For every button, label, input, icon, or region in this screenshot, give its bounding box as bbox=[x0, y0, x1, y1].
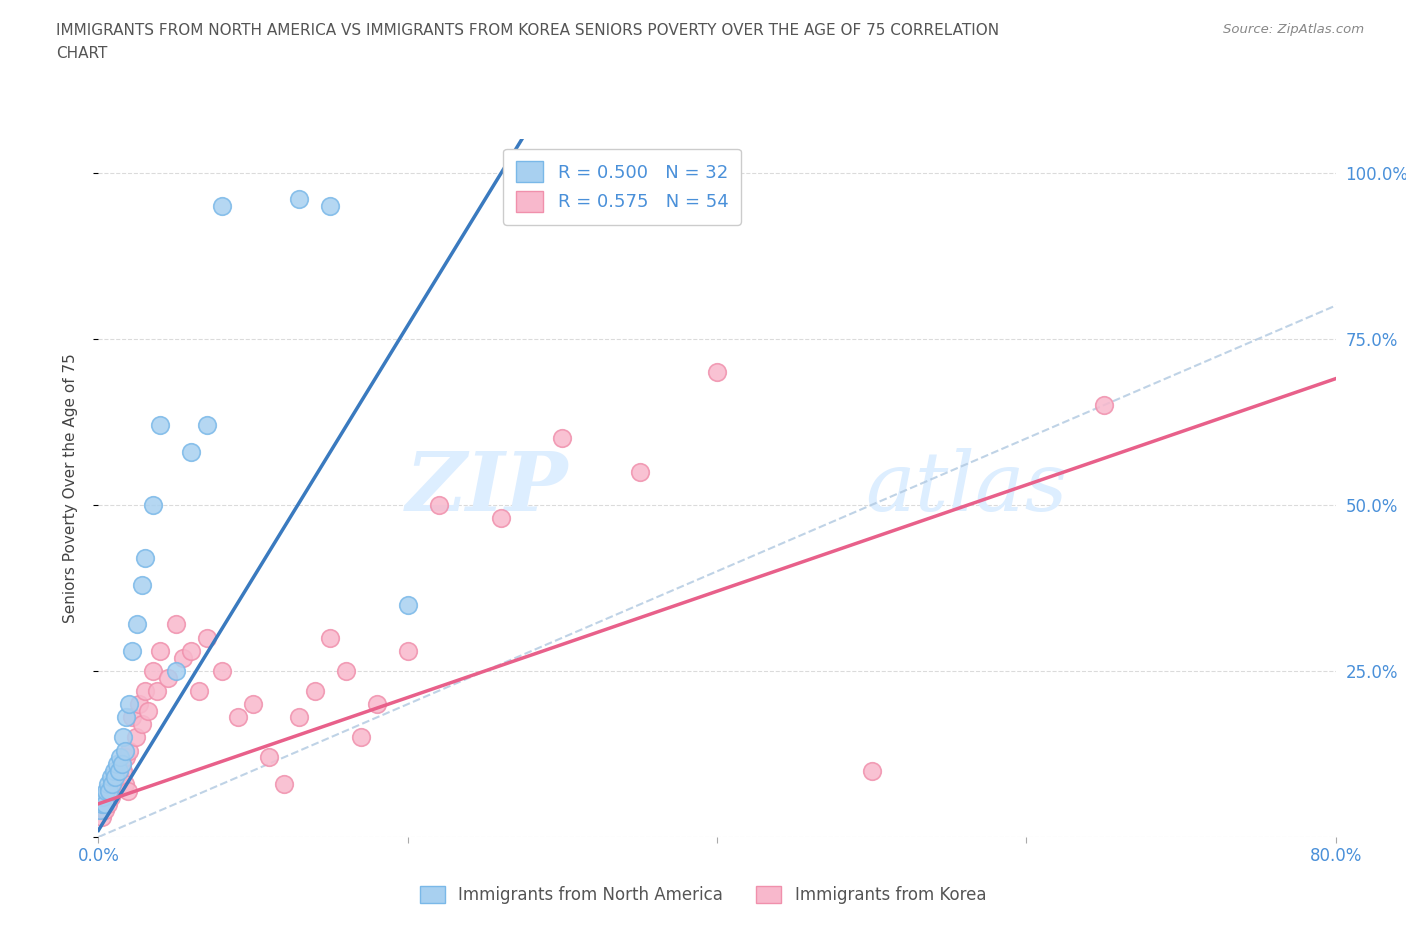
Text: atlas: atlas bbox=[866, 448, 1069, 528]
Point bbox=[98, 783, 121, 798]
Point bbox=[146, 684, 169, 698]
Point bbox=[350, 730, 373, 745]
Point bbox=[149, 418, 172, 432]
Legend: Immigrants from North America, Immigrants from Korea: Immigrants from North America, Immigrant… bbox=[412, 878, 994, 912]
Point bbox=[173, 650, 195, 665]
Point bbox=[157, 671, 180, 685]
Point bbox=[117, 783, 139, 798]
Point bbox=[551, 431, 574, 445]
Point bbox=[188, 684, 211, 698]
Point bbox=[118, 697, 141, 711]
Point bbox=[195, 631, 218, 645]
Point bbox=[273, 777, 295, 791]
Point bbox=[860, 764, 883, 778]
Legend: R = 0.500   N = 32, R = 0.575   N = 54: R = 0.500 N = 32, R = 0.575 N = 54 bbox=[503, 149, 741, 224]
Point bbox=[149, 644, 172, 658]
Point bbox=[211, 198, 233, 213]
Point bbox=[112, 764, 135, 778]
Point bbox=[108, 770, 131, 785]
Point bbox=[111, 756, 134, 771]
Point bbox=[105, 777, 128, 791]
Point bbox=[121, 644, 143, 658]
Point bbox=[107, 764, 129, 778]
Point bbox=[96, 790, 118, 804]
Point bbox=[91, 790, 114, 804]
Point bbox=[114, 743, 136, 758]
Point bbox=[226, 710, 249, 724]
Point bbox=[114, 777, 136, 791]
Point bbox=[136, 703, 159, 718]
Point bbox=[100, 770, 122, 785]
Point bbox=[90, 810, 112, 825]
Point bbox=[304, 684, 326, 698]
Point bbox=[396, 597, 419, 612]
Point bbox=[242, 697, 264, 711]
Point bbox=[105, 756, 128, 771]
Point bbox=[128, 697, 150, 711]
Point bbox=[142, 663, 165, 678]
Point bbox=[93, 803, 115, 817]
Point bbox=[1092, 398, 1115, 413]
Point bbox=[124, 730, 146, 745]
Point bbox=[103, 783, 125, 798]
Point bbox=[111, 756, 134, 771]
Point bbox=[97, 777, 120, 791]
Text: CHART: CHART bbox=[56, 46, 108, 61]
Point bbox=[319, 198, 342, 213]
Point bbox=[89, 803, 111, 817]
Point bbox=[288, 710, 311, 724]
Point bbox=[96, 783, 118, 798]
Point bbox=[489, 511, 512, 525]
Point bbox=[427, 498, 450, 512]
Point bbox=[107, 764, 129, 778]
Point bbox=[98, 783, 121, 798]
Point bbox=[121, 710, 143, 724]
Point bbox=[628, 464, 651, 479]
Point bbox=[366, 697, 388, 711]
Point bbox=[93, 796, 115, 811]
Point bbox=[165, 617, 187, 631]
Point bbox=[142, 498, 165, 512]
Point bbox=[90, 796, 112, 811]
Point bbox=[134, 684, 156, 698]
Point bbox=[706, 365, 728, 379]
Text: Source: ZipAtlas.com: Source: ZipAtlas.com bbox=[1223, 23, 1364, 36]
Point bbox=[127, 617, 149, 631]
Point bbox=[319, 631, 342, 645]
Point bbox=[91, 796, 114, 811]
Point bbox=[180, 445, 202, 459]
Point bbox=[134, 551, 156, 565]
Point bbox=[165, 663, 187, 678]
Text: ZIP: ZIP bbox=[406, 448, 568, 528]
Point bbox=[195, 418, 218, 432]
Point bbox=[97, 796, 120, 811]
Point bbox=[101, 777, 124, 791]
Point bbox=[118, 743, 141, 758]
Point bbox=[396, 644, 419, 658]
Point bbox=[115, 750, 138, 764]
Point bbox=[104, 770, 127, 785]
Point bbox=[108, 750, 131, 764]
Point bbox=[288, 192, 311, 206]
Point bbox=[131, 717, 153, 732]
Point bbox=[89, 803, 111, 817]
Text: IMMIGRANTS FROM NORTH AMERICA VS IMMIGRANTS FROM KOREA SENIORS POVERTY OVER THE : IMMIGRANTS FROM NORTH AMERICA VS IMMIGRA… bbox=[56, 23, 1000, 38]
Point bbox=[104, 770, 127, 785]
Point bbox=[101, 777, 124, 791]
Point bbox=[335, 663, 357, 678]
Point bbox=[100, 790, 122, 804]
Point bbox=[180, 644, 202, 658]
Point bbox=[211, 663, 233, 678]
Point bbox=[103, 764, 125, 778]
Point bbox=[131, 578, 153, 592]
Y-axis label: Seniors Poverty Over the Age of 75: Seniors Poverty Over the Age of 75 bbox=[63, 353, 77, 623]
Point bbox=[112, 730, 135, 745]
Point bbox=[257, 750, 280, 764]
Point bbox=[115, 710, 138, 724]
